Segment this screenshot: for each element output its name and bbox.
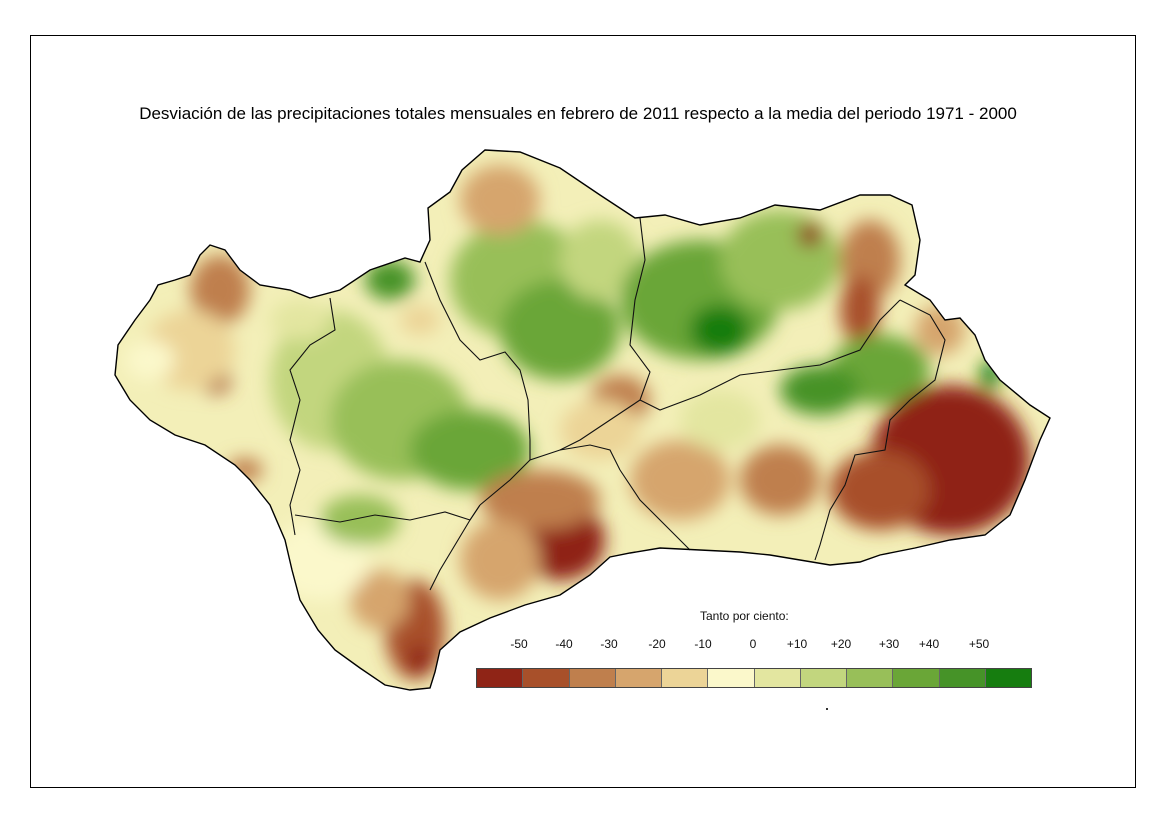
- precipitation-patch: [830, 450, 930, 530]
- legend-tick-label: -20: [648, 637, 666, 651]
- precipitation-patch: [798, 223, 822, 247]
- precipitation-patch: [400, 305, 440, 335]
- precipitation-patch: [690, 305, 750, 355]
- border-huelva-sevilla: [289, 297, 336, 536]
- precipitation-patch: [410, 410, 530, 490]
- precipitation-patch: [350, 570, 410, 630]
- legend-caption: Tanto por ciento:: [700, 609, 789, 623]
- legend-swatch: [800, 669, 847, 687]
- legend-swatch: [569, 669, 616, 687]
- border-granada-malaga: [619, 469, 691, 551]
- province-borders: [289, 217, 946, 591]
- precipitation-patch: [270, 300, 330, 340]
- legend-swatch: [708, 669, 755, 687]
- precipitation-patch: [720, 210, 840, 310]
- legend-tick-label: +10: [786, 637, 808, 651]
- legend-swatch: [477, 669, 524, 687]
- legend-tick-label: 0: [749, 637, 757, 651]
- precipitation-patch: [560, 220, 640, 300]
- andalucia-outline: [114, 149, 1051, 691]
- precipitation-patch: [780, 365, 860, 415]
- precipitation-patch: [460, 165, 540, 235]
- precipitation-patch: [365, 260, 415, 300]
- legend-swatch: [985, 669, 1031, 687]
- precipitation-patch: [227, 458, 263, 482]
- precipitation-patch: [190, 255, 250, 325]
- precipitation-patch: [500, 280, 620, 380]
- precipitation-patch: [460, 520, 540, 600]
- legend-tick-label: -30: [600, 637, 618, 651]
- legend-swatch: [523, 669, 570, 687]
- legend-swatch: [847, 669, 894, 687]
- precipitation-patch: [320, 495, 400, 545]
- map-title: Desviación de las precipitaciones totale…: [139, 104, 1017, 123]
- legend-tick-label: -40: [555, 637, 573, 651]
- legend-tick-label: -50: [510, 637, 528, 651]
- border-jaen-granada: [639, 299, 901, 411]
- border-cadiz-malaga: [429, 504, 481, 591]
- legend-tick-label: +40: [918, 637, 940, 651]
- precipitation-patch: [480, 470, 600, 530]
- legend-tick-label: +20: [830, 637, 852, 651]
- precipitation-patch: [408, 645, 432, 675]
- legend-tick-label: -10: [694, 637, 712, 651]
- legend-swatch: [662, 669, 709, 687]
- precipitation-field: [125, 165, 1030, 680]
- precipitation-patch: [680, 390, 760, 450]
- legend-tick-label: +30: [878, 637, 900, 651]
- border-sevilla-cordoba: [424, 261, 531, 460]
- legend-swatch: [754, 669, 801, 687]
- precipitation-patch: [560, 400, 640, 460]
- legend-swatch: [939, 669, 986, 687]
- legend-swatch: [615, 669, 662, 687]
- border-cordoba-jaen: [559, 217, 651, 451]
- precipitation-patch: [125, 340, 175, 380]
- legend-swatch: [893, 669, 940, 687]
- legend-dot-mark: [826, 708, 828, 710]
- precipitation-patch: [630, 440, 730, 520]
- border-granada-almeria: [814, 299, 946, 561]
- legend-tick-label: +50: [968, 637, 990, 651]
- precipitation-patch: [840, 275, 880, 345]
- legend-color-bar: [476, 668, 1032, 688]
- precipitation-patch: [740, 445, 820, 515]
